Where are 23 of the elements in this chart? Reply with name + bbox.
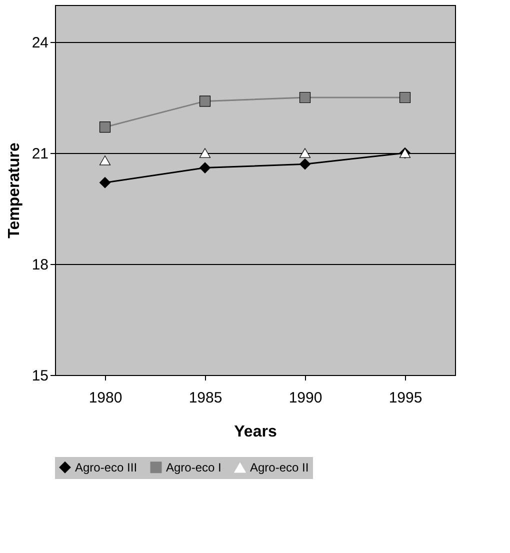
- y-axis-title: Temperature: [6, 142, 23, 238]
- legend-label: Agro-eco II: [250, 460, 309, 475]
- point: [299, 148, 311, 158]
- legend-label: Agro-eco I: [166, 460, 222, 474]
- point: [399, 92, 411, 104]
- point: [99, 122, 111, 133]
- point: [299, 158, 311, 170]
- point: [199, 96, 211, 107]
- point: [99, 156, 111, 166]
- y-tick-label: 24: [32, 34, 48, 52]
- x-tick-label: 1995: [388, 390, 422, 406]
- y-tick-label: 15: [32, 368, 48, 384]
- point: [299, 92, 311, 104]
- y-tick-label: 18: [32, 256, 48, 274]
- x-tick-label: 1980: [88, 390, 122, 406]
- point: [99, 177, 111, 188]
- x-tick-label: 1990: [288, 390, 322, 406]
- x-tick-label: 1985: [188, 390, 222, 406]
- point: [199, 148, 211, 158]
- y-tick-label: 21: [32, 146, 48, 162]
- x-axis-title: Years: [234, 424, 277, 440]
- point: [199, 162, 211, 174]
- legend-label: Agro-eco III: [75, 460, 138, 474]
